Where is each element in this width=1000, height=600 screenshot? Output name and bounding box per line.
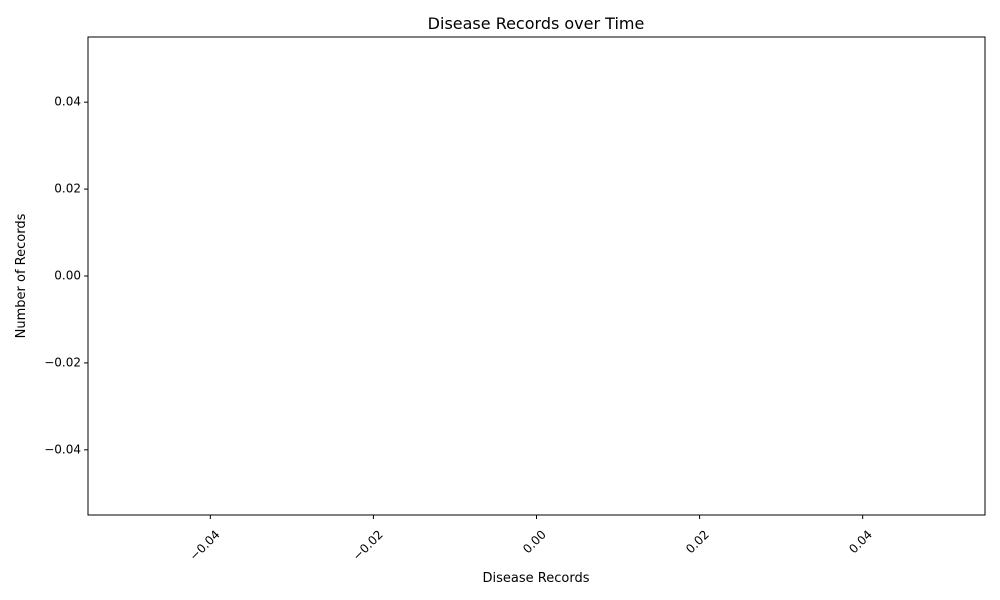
x-tick-label: 0.04 (846, 527, 875, 556)
plot-area (87, 36, 986, 516)
y-tick-label: −0.04 (44, 442, 81, 456)
y-tick-label: 0.00 (54, 269, 81, 283)
x-tick-label: 0.02 (683, 527, 712, 556)
y-axis-label: Number of Records (14, 213, 29, 338)
x-axis-label: Disease Records (483, 571, 590, 586)
y-axis-ticks: −0.04 −0.02 0.00 0.02 0.04 (44, 95, 88, 456)
x-tick-label: −0.04 (187, 527, 223, 563)
chart-title: Disease Records over Time (428, 14, 645, 33)
y-tick-label: −0.02 (44, 355, 81, 369)
y-tick-label: 0.02 (54, 182, 81, 196)
y-tick-label: 0.04 (54, 95, 81, 109)
x-axis-ticks: −0.04 −0.02 0.00 0.02 0.04 (187, 515, 875, 563)
x-tick-label: 0.00 (520, 527, 549, 556)
x-tick-label: −0.02 (350, 527, 386, 563)
